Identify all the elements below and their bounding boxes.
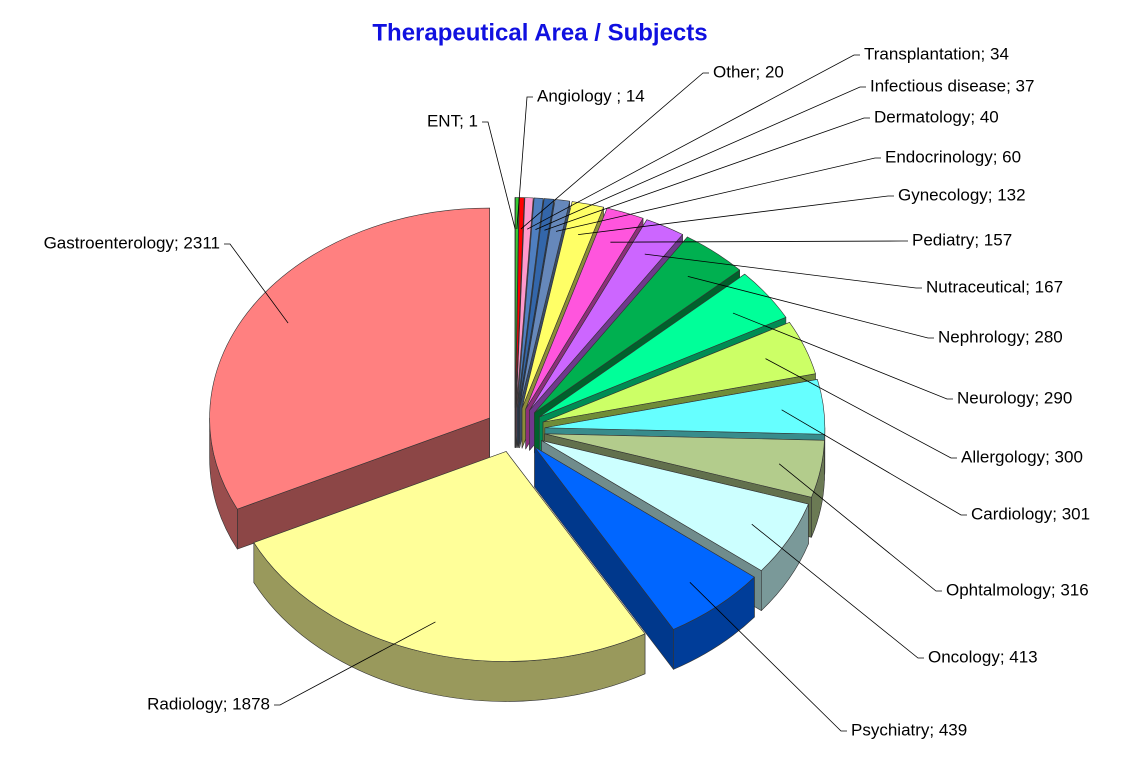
chart-title: Therapeutical Area / Subjects: [372, 19, 707, 46]
slice: [516, 197, 534, 408]
leader-line: [224, 243, 289, 324]
slice: [209, 207, 490, 510]
slice: [516, 197, 544, 408]
data-label: Gynecology; 132: [898, 185, 1026, 204]
slice: [542, 322, 816, 423]
slice: [517, 198, 555, 408]
leader-line: [610, 240, 908, 243]
leader-line: [644, 253, 922, 289]
leader-line: [526, 54, 860, 230]
data-label: Cardiology; 301: [971, 504, 1090, 523]
data-label: Psychiatry; 439: [851, 720, 967, 739]
data-label: Angiology ; 14: [537, 86, 645, 105]
data-label: Ophtalmology; 316: [946, 580, 1089, 599]
leader-line: [689, 582, 847, 732]
slice: [534, 446, 755, 630]
data-label: ENT; 1: [427, 111, 478, 130]
data-label: Gastroenterology; 2311: [44, 233, 220, 252]
leader-line: [555, 157, 881, 232]
data-label: Endocrinology; 60: [885, 147, 1021, 166]
leader-line: [578, 195, 894, 236]
leader-line: [544, 117, 870, 231]
slice: [539, 273, 787, 418]
leader-line: [516, 96, 533, 230]
data-label: Dermatology; 40: [874, 107, 999, 126]
leader-line: [732, 312, 953, 400]
slice: [544, 379, 826, 435]
leader-line: [687, 275, 934, 339]
slice: [521, 201, 604, 409]
data-label: Oncology; 413: [928, 647, 1038, 666]
slice: [541, 440, 809, 571]
data-label: Radiology; 1878: [147, 694, 270, 713]
leader-line: [482, 121, 516, 230]
data-label: Allergology; 300: [961, 447, 1083, 466]
slice: [253, 451, 646, 662]
data-label: Nutraceutical; 167: [926, 277, 1063, 296]
leader-line: [274, 621, 436, 706]
leader-line: [778, 463, 942, 592]
slice: [529, 219, 683, 411]
data-label: Neurology; 290: [957, 388, 1072, 407]
leader-line: [751, 523, 924, 659]
leader-line: [765, 358, 957, 459]
data-label: Transplantation; 34: [864, 44, 1009, 63]
slice: [514, 197, 520, 408]
leader-line: [520, 72, 709, 230]
slice: [534, 236, 740, 414]
leader-line: [535, 86, 866, 230]
data-label: Nephrology; 280: [938, 327, 1063, 346]
data-label: Infectious disease; 37: [870, 76, 1034, 95]
slice: [544, 433, 825, 498]
leader-line: [781, 409, 967, 516]
data-label: Pediatry; 157: [912, 230, 1012, 249]
data-label: Other; 20: [713, 62, 784, 81]
